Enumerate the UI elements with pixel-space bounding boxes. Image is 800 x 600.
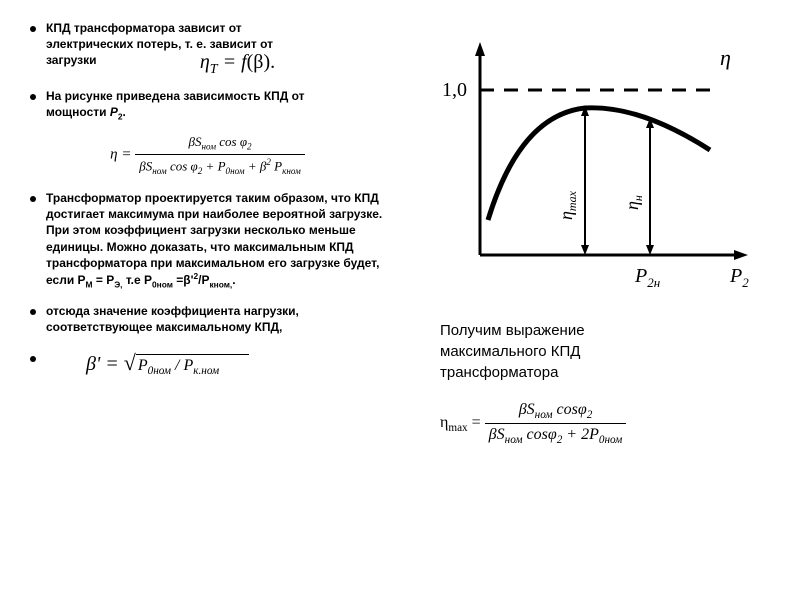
numerator: βSном cos φ2 xyxy=(135,134,305,155)
x-axis-label: P2 xyxy=(729,265,749,290)
dot: . xyxy=(232,273,235,287)
bs: βS xyxy=(489,426,505,443)
eq: = Р xyxy=(93,273,115,287)
eta-max-formula: ηmax = βSном cosφ2 βSном cosφ2 + 2P0ном xyxy=(410,401,785,446)
text: КПД трансформатора зависит от xyxy=(46,21,242,35)
y-axis-label: η xyxy=(720,45,731,70)
bullet-2: На рисунке приведена зависимость КПД от … xyxy=(30,88,385,123)
bullet-dot xyxy=(30,196,36,202)
0nom: 0ном xyxy=(226,166,245,176)
te: т.е Р xyxy=(123,273,153,287)
0nom: 0ном xyxy=(599,434,622,446)
x-tick-p2n: P2н xyxy=(634,265,660,290)
text: На рисунке приведена зависимость КПД от xyxy=(46,89,305,103)
nom: ном xyxy=(535,409,553,421)
eta-eq: η = xyxy=(110,147,135,163)
sqrt-content: P0ном / Pк.ном xyxy=(136,354,249,377)
plus-b: + β xyxy=(245,158,267,173)
bs: βS xyxy=(139,158,152,173)
bullet-dot xyxy=(30,26,36,32)
fraction: βSном cos φ2 βSном cos φ2 + P0ном + β2 P… xyxy=(135,134,305,176)
sub2: 2 xyxy=(247,142,252,152)
fraction: βSном cosφ2 βSном cosφ2 + 2P0ном xyxy=(485,401,627,446)
cos: cosφ xyxy=(523,426,557,443)
div: /Р xyxy=(198,273,209,287)
div: / P xyxy=(171,357,193,374)
p: P xyxy=(271,158,282,173)
denominator: βSном cos φ2 + P0ном + β2 Pкном xyxy=(135,155,305,176)
max: max xyxy=(448,422,467,434)
formula-2: η = βSном cos φ2 βSном cos φ2 + P0ном + … xyxy=(30,134,385,176)
sqrt-icon: √ xyxy=(124,350,136,375)
cos: cos φ xyxy=(167,158,198,173)
eqb: =β' xyxy=(173,273,194,287)
bullet-dot xyxy=(30,356,36,362)
knom: к.ном xyxy=(193,365,219,377)
bullet-3: Трансформатор проектируется таким образо… xyxy=(30,190,385,291)
bullet-2-text: На рисунке приведена зависимость КПД от … xyxy=(46,88,305,123)
caption-line3: трансформатора xyxy=(440,364,558,381)
text: загрузки xyxy=(46,53,97,67)
bullet-dot xyxy=(30,309,36,315)
0nom: 0ном xyxy=(148,365,171,377)
knom: кном xyxy=(282,166,301,176)
sub-m: М xyxy=(86,279,93,289)
sub-e: Э, xyxy=(114,279,122,289)
nom: ном xyxy=(505,434,523,446)
nom: ном xyxy=(152,166,167,176)
y-tick-1: 1,0 xyxy=(442,79,467,101)
efficiency-chart: η 1,0 ηmax ηн P2н P2 xyxy=(410,20,770,300)
numerator: βSном cosφ2 xyxy=(485,401,627,424)
eta: η xyxy=(200,51,210,73)
eta-n-label: ηн xyxy=(622,195,645,210)
bullet-dot xyxy=(30,94,36,100)
arg: (β). xyxy=(247,51,276,73)
eq: = xyxy=(218,51,242,73)
plus-p: + P xyxy=(202,158,225,173)
bs: βS xyxy=(189,134,202,149)
beta-eq: β' = xyxy=(86,353,124,375)
eta-max-label: ηmax xyxy=(556,190,579,220)
0nom: 0ном xyxy=(152,279,173,289)
caption-line2: максимального КПД xyxy=(440,343,580,360)
formula-3: β' = √P0ном / Pк.ном xyxy=(46,350,249,377)
sub-t: T xyxy=(210,62,218,77)
knom: кном, xyxy=(209,279,232,289)
p0: P xyxy=(138,357,148,374)
caption-line1: Получим выражение xyxy=(440,322,585,339)
p: P xyxy=(110,105,118,119)
denominator: βSном cosφ2 + 2P0ном xyxy=(485,424,627,446)
text: электрических потерь, т. е. зависит от xyxy=(46,37,273,51)
bs: βS xyxy=(519,401,535,418)
sub2: 2 xyxy=(587,409,593,421)
nom: ном xyxy=(201,142,216,152)
cos: cos φ xyxy=(216,134,247,149)
eq: = xyxy=(468,414,485,431)
cos: cosφ xyxy=(553,401,587,418)
dot: . xyxy=(123,105,126,119)
plus2p: + 2P xyxy=(562,426,599,443)
bullet-5: β' = √P0ном / Pк.ном xyxy=(30,350,385,377)
bullet-4: отсюда значение коэффициента нагрузки, с… xyxy=(30,303,385,335)
right-caption: Получим выражение максимального КПД тран… xyxy=(410,320,785,383)
bullet-3-text: Трансформатор проектируется таким образо… xyxy=(46,190,385,291)
text: мощности xyxy=(46,105,110,119)
bullet-4-text: отсюда значение коэффициента нагрузки, с… xyxy=(46,303,385,335)
